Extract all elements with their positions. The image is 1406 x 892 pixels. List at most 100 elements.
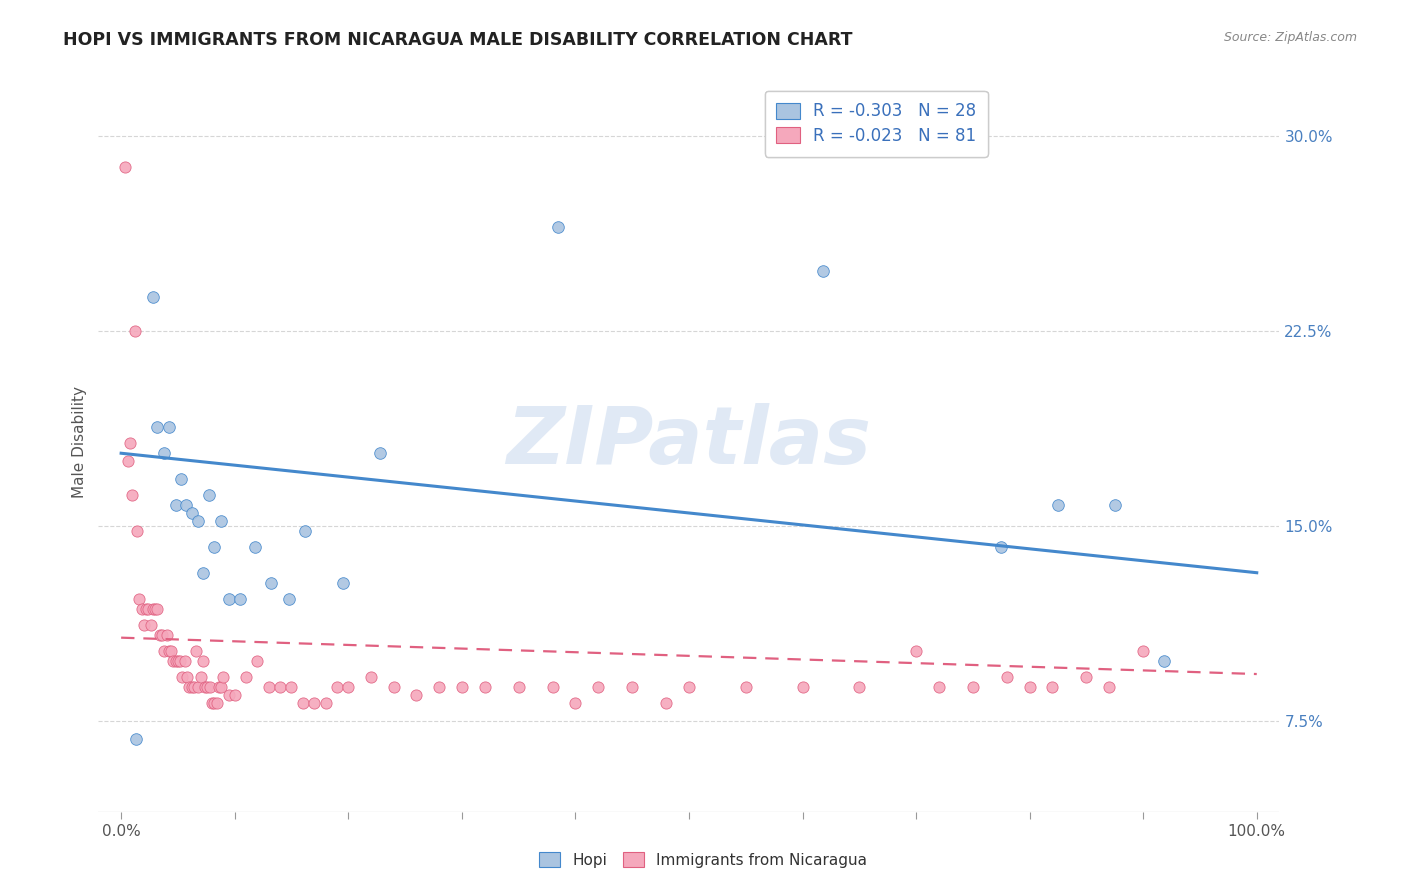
Point	[229, 591, 252, 606]
Point	[368, 446, 391, 460]
Point	[541, 680, 564, 694]
Point	[962, 680, 984, 694]
Point	[315, 696, 337, 710]
Point	[405, 688, 427, 702]
Point	[1076, 670, 1098, 684]
Point	[125, 524, 148, 538]
Point	[157, 420, 180, 434]
Point	[848, 680, 870, 694]
Point	[124, 324, 146, 338]
Point	[165, 654, 187, 668]
Point	[120, 435, 142, 450]
Point	[155, 628, 177, 642]
Y-axis label: Male Disability: Male Disability	[72, 385, 87, 498]
Point	[194, 680, 217, 694]
Point	[1104, 498, 1126, 512]
Point	[173, 654, 195, 668]
Point	[165, 498, 187, 512]
Point	[792, 680, 814, 694]
Point	[246, 654, 269, 668]
Point	[176, 670, 198, 684]
Point	[114, 161, 136, 175]
Point	[928, 680, 950, 694]
Point	[179, 680, 201, 694]
Text: HOPI VS IMMIGRANTS FROM NICARAGUA MALE DISABILITY CORRELATION CHART: HOPI VS IMMIGRANTS FROM NICARAGUA MALE D…	[63, 31, 853, 49]
Legend: R = -0.303   N = 28, R = -0.023   N = 81: R = -0.303 N = 28, R = -0.023 N = 81	[765, 91, 987, 157]
Point	[1098, 680, 1121, 694]
Point	[621, 680, 644, 694]
Point	[202, 696, 225, 710]
Point	[138, 602, 160, 616]
Point	[187, 514, 209, 528]
Point	[382, 680, 405, 694]
Point	[427, 680, 450, 694]
Point	[291, 696, 314, 710]
Point	[205, 696, 228, 710]
Point	[184, 643, 207, 657]
Point	[142, 602, 165, 616]
Point	[191, 654, 214, 668]
Point	[167, 654, 190, 668]
Point	[187, 680, 209, 694]
Point	[218, 591, 240, 606]
Point	[655, 696, 678, 710]
Point	[564, 696, 586, 710]
Point	[149, 628, 172, 642]
Point	[208, 680, 231, 694]
Point	[586, 680, 609, 694]
Point	[191, 566, 214, 580]
Point	[218, 688, 240, 702]
Point	[995, 670, 1018, 684]
Point	[1046, 498, 1070, 512]
Point	[135, 602, 157, 616]
Point	[174, 498, 197, 512]
Point	[183, 680, 205, 694]
Point	[132, 617, 155, 632]
Point	[146, 602, 169, 616]
Point	[990, 540, 1012, 554]
Point	[160, 643, 183, 657]
Point	[1018, 680, 1040, 694]
Point	[269, 680, 291, 694]
Point	[143, 602, 166, 616]
Point	[1153, 654, 1175, 668]
Point	[117, 454, 139, 468]
Point	[257, 680, 280, 694]
Point	[450, 680, 472, 694]
Point	[198, 680, 221, 694]
Point	[150, 628, 173, 642]
Legend: Hopi, Immigrants from Nicaragua: Hopi, Immigrants from Nicaragua	[531, 845, 875, 875]
Point	[202, 540, 225, 554]
Point	[905, 643, 928, 657]
Point	[811, 264, 834, 278]
Point	[243, 540, 266, 554]
Point	[474, 680, 496, 694]
Text: ZIPatlas: ZIPatlas	[506, 402, 872, 481]
Point	[180, 680, 202, 694]
Point	[153, 643, 176, 657]
Point	[170, 472, 193, 486]
Point	[212, 670, 235, 684]
Point	[131, 602, 153, 616]
Point	[278, 591, 301, 606]
Point	[190, 670, 212, 684]
Point	[128, 591, 150, 606]
Point	[678, 680, 700, 694]
Point	[121, 488, 143, 502]
Point	[224, 688, 246, 702]
Point	[180, 506, 202, 520]
Point	[280, 680, 302, 694]
Text: Source: ZipAtlas.com: Source: ZipAtlas.com	[1223, 31, 1357, 45]
Point	[139, 617, 162, 632]
Point	[294, 524, 316, 538]
Point	[157, 643, 180, 657]
Point	[360, 670, 382, 684]
Point	[153, 446, 176, 460]
Point	[209, 514, 232, 528]
Point	[326, 680, 349, 694]
Point	[260, 576, 283, 591]
Point	[734, 680, 756, 694]
Point	[142, 290, 165, 304]
Point	[146, 420, 169, 434]
Point	[209, 680, 232, 694]
